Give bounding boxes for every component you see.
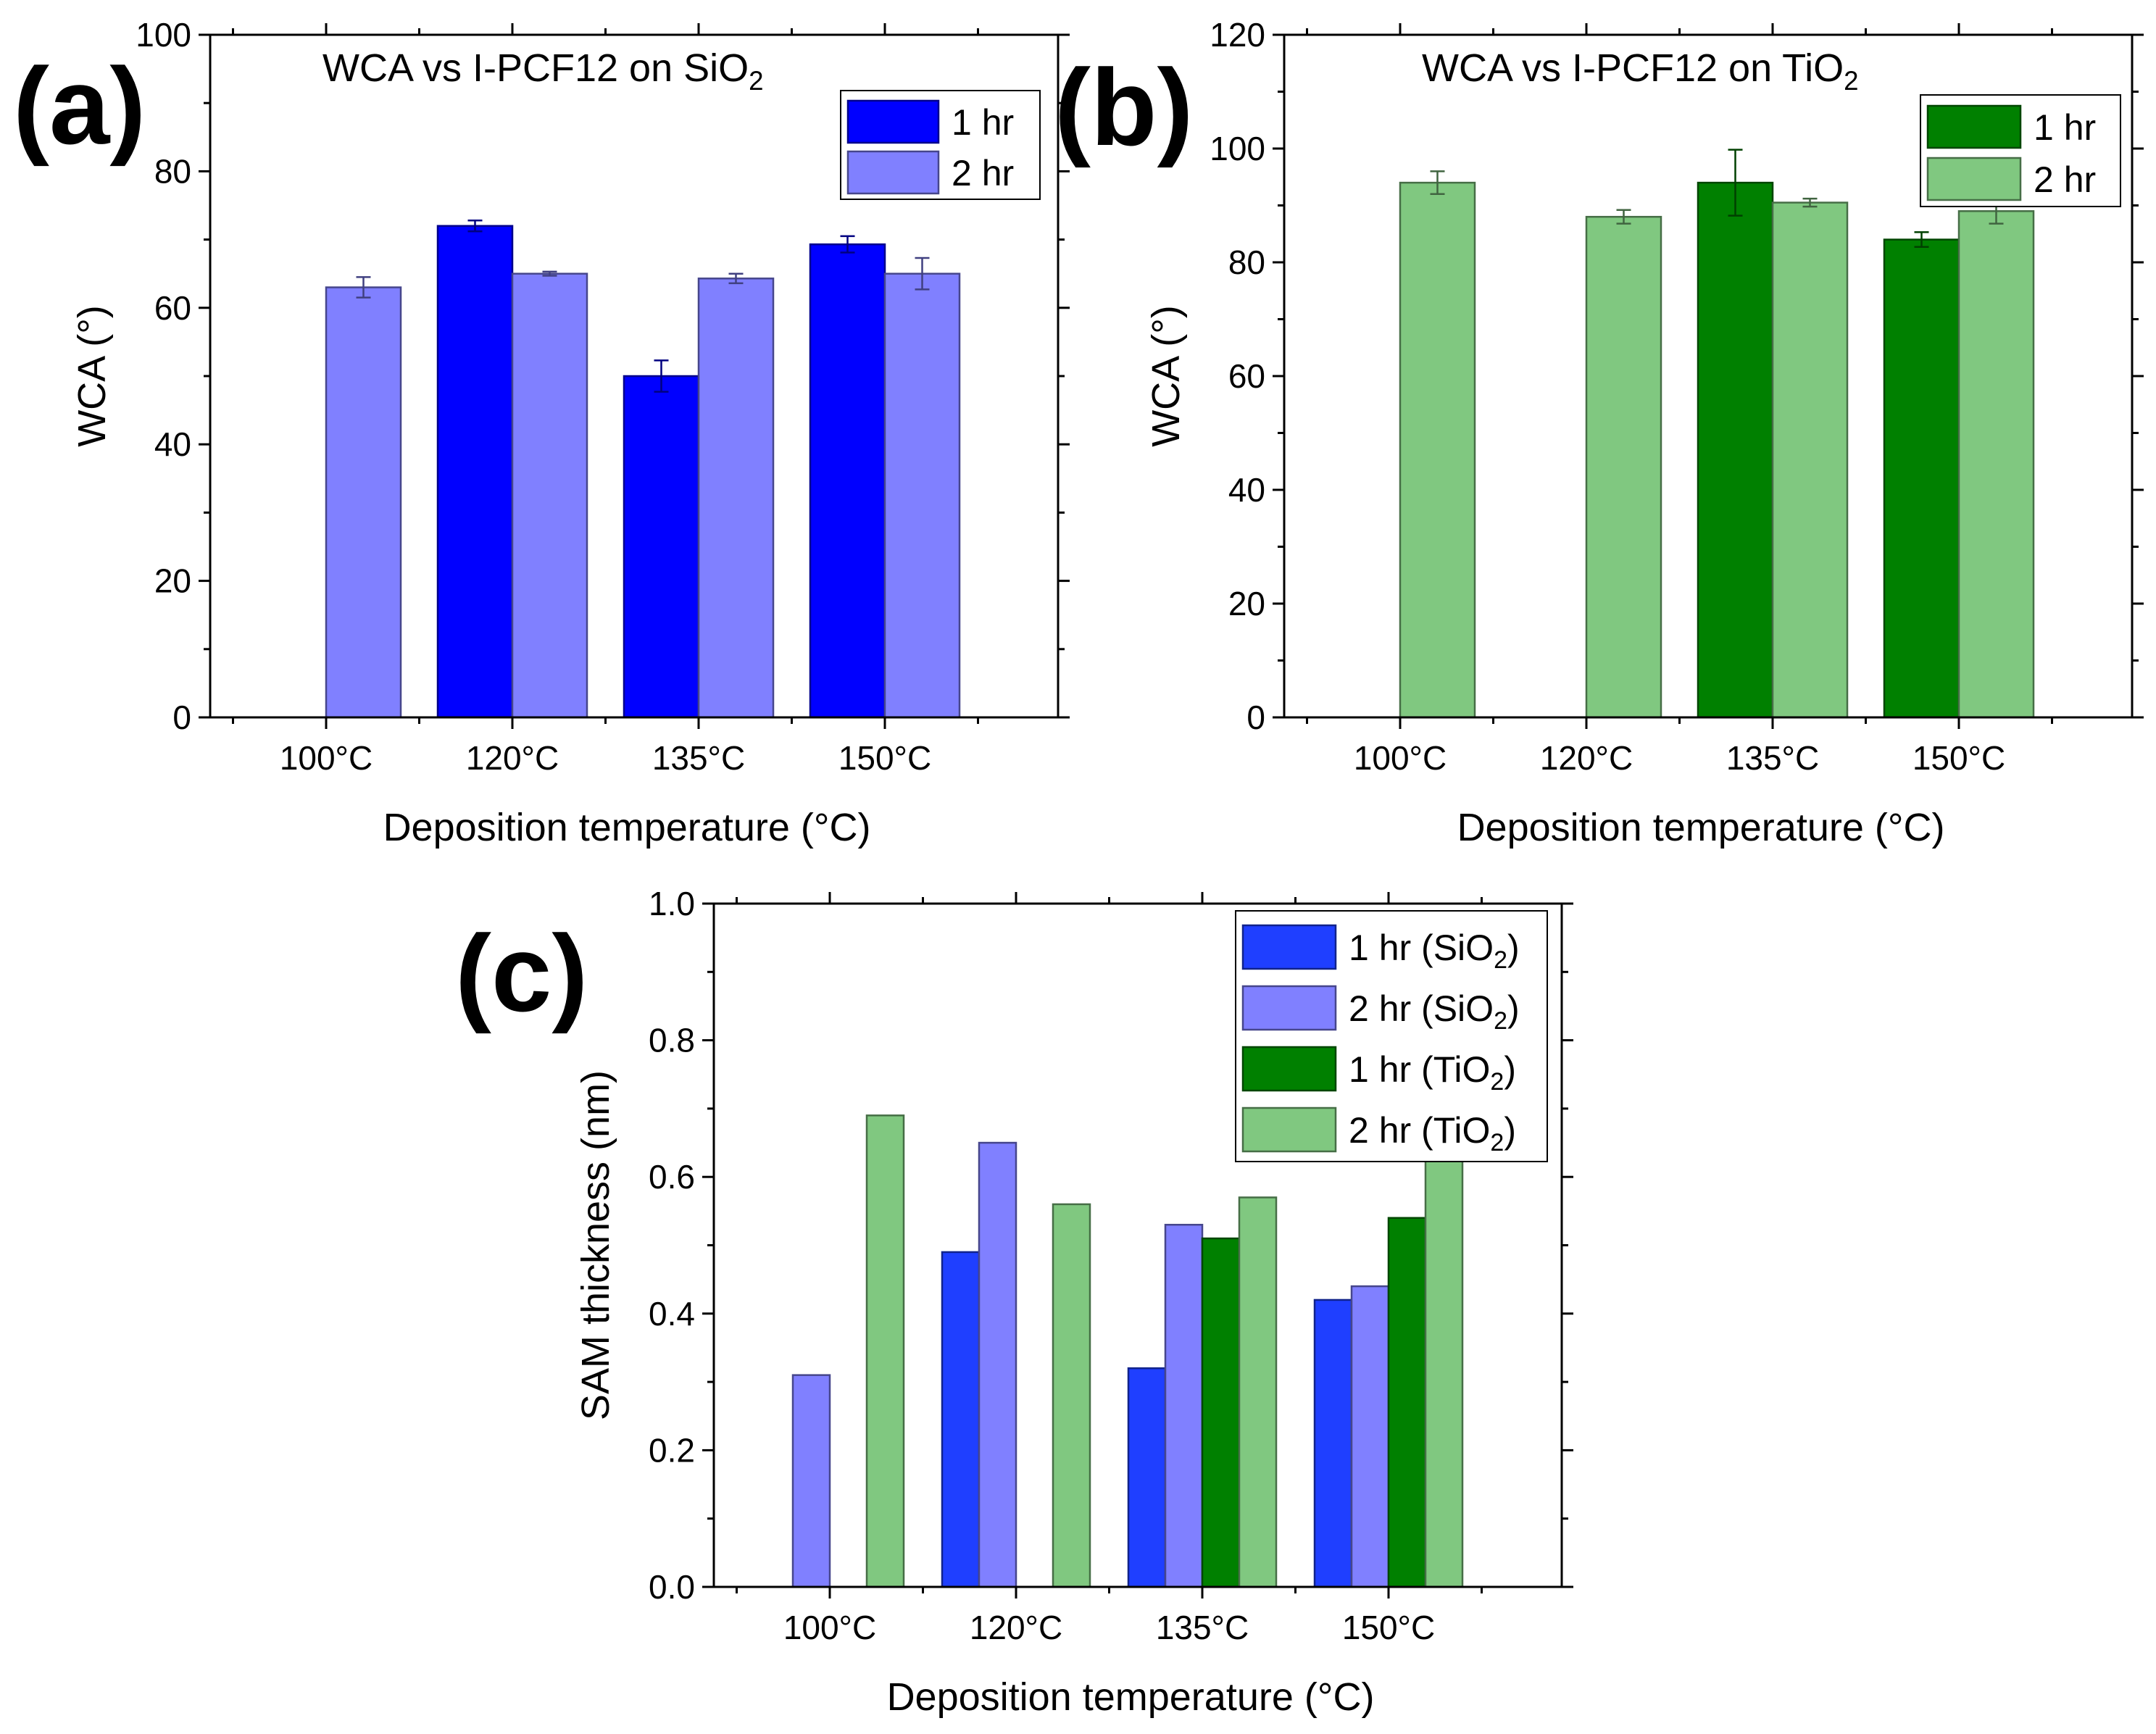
legend-swatch bbox=[1241, 924, 1337, 970]
bar-2-s2-c3 bbox=[1771, 201, 1849, 719]
legend-label: 1 hr (SiO2) bbox=[1349, 928, 1520, 974]
xtick-label: 135°C bbox=[1726, 739, 1819, 777]
ytick-label: 20 bbox=[154, 562, 191, 600]
xtick-label: 150°C bbox=[838, 739, 931, 777]
ytick-label: 60 bbox=[154, 289, 191, 327]
bar-3-s1-c3 bbox=[1127, 1367, 1167, 1588]
legend-label: 2 hr (SiO2) bbox=[1349, 988, 1520, 1035]
bar-2-s2-c2 bbox=[1585, 215, 1662, 719]
bar-3-s1-c4 bbox=[1313, 1299, 1353, 1588]
ytick-label: 0.8 bbox=[649, 1022, 695, 1059]
bar-3-s4-c4 bbox=[1424, 1155, 1464, 1588]
xtick-label: 120°C bbox=[1540, 739, 1633, 777]
legend-swatch bbox=[1926, 104, 2022, 149]
chart-title: WCA vs I-PCF12 on SiO2 bbox=[322, 46, 764, 96]
bar-3-s4-c1 bbox=[865, 1114, 905, 1588]
bar-3-s3-c4 bbox=[1387, 1217, 1427, 1588]
ytick-label: 60 bbox=[1228, 357, 1265, 395]
bar-3-s4-c2 bbox=[1052, 1203, 1091, 1588]
ytick-label: 40 bbox=[1228, 471, 1265, 509]
bar-3-s2-c2 bbox=[978, 1141, 1017, 1588]
bar-1-s2-c3 bbox=[697, 278, 775, 719]
panel-b-letter: (b) bbox=[1054, 46, 1194, 168]
ytick-label: 120 bbox=[1210, 16, 1265, 54]
bar-1-s2-c4 bbox=[883, 272, 961, 719]
bar-1-s2-c2 bbox=[511, 272, 588, 719]
bar-3-s2-c4 bbox=[1350, 1285, 1390, 1588]
legend-label: 2 hr (TiO2) bbox=[1349, 1110, 1516, 1156]
bar-1-s1-c4 bbox=[809, 243, 886, 719]
legend-swatch bbox=[846, 99, 940, 144]
legend-swatch bbox=[1241, 1046, 1337, 1092]
xtick-label: 135°C bbox=[1156, 1609, 1249, 1646]
bar-3-s4-c3 bbox=[1238, 1196, 1278, 1588]
bar-3-s2-c1 bbox=[791, 1374, 831, 1588]
ytick-label: 80 bbox=[154, 152, 191, 190]
x-axis-label: Deposition temperature (°C) bbox=[887, 1675, 1375, 1719]
xtick-label: 150°C bbox=[1912, 739, 2005, 777]
xtick-label: 100°C bbox=[280, 739, 372, 777]
ytick-label: 100 bbox=[136, 16, 191, 54]
panel-a-chart: 0 20 40 60 80 100 100°C 120°C 135°C 150°C Depositi… bbox=[70, 16, 1070, 849]
xtick-label: 120°C bbox=[466, 739, 559, 777]
bar-2-s2-c4 bbox=[1957, 210, 2035, 719]
legend-label: 1 hr bbox=[2034, 107, 2096, 148]
bar-3-s1-c2 bbox=[941, 1251, 981, 1588]
bar-3-s3-c3 bbox=[1201, 1237, 1241, 1588]
xtick-label: 100°C bbox=[1354, 739, 1447, 777]
xtick-label: 150°C bbox=[1342, 1609, 1435, 1646]
bar-2-s2-c1 bbox=[1399, 181, 1476, 719]
bar-1-s1-c3 bbox=[623, 375, 700, 719]
ytick-label: 0.2 bbox=[649, 1431, 695, 1469]
bar-1-s2-c1 bbox=[325, 286, 402, 719]
legend-label: 2 hr bbox=[952, 153, 1014, 193]
bar-2-s1-c3 bbox=[1697, 181, 1774, 719]
xtick-label: 120°C bbox=[970, 1609, 1062, 1646]
legend-swatch bbox=[846, 150, 940, 195]
ytick-label: 1.0 bbox=[649, 885, 695, 922]
ytick-label: 100 bbox=[1210, 130, 1265, 167]
panel-a-letter: (a) bbox=[13, 45, 146, 167]
chart-title: WCA vs I-PCF12 on TiO2 bbox=[1422, 46, 1859, 96]
ytick-label: 0.0 bbox=[649, 1568, 695, 1606]
ytick-label: 0.6 bbox=[649, 1158, 695, 1196]
bar-3-s2-c3 bbox=[1164, 1223, 1204, 1588]
panel-b-chart: 0 20 40 60 80 100 120 100°C 120°C 135°C 150°C Depos… bbox=[1144, 16, 2144, 849]
legend-label: 1 hr (TiO2) bbox=[1349, 1049, 1516, 1096]
ytick-label: 20 bbox=[1228, 585, 1265, 622]
ytick-label: 40 bbox=[154, 425, 191, 463]
bar-2-s1-c4 bbox=[1883, 238, 1960, 719]
xtick-label: 100°C bbox=[783, 1609, 876, 1646]
panel-c-letter: (c) bbox=[455, 912, 588, 1034]
legend-swatch bbox=[1926, 157, 2022, 201]
ytick-label: 0.4 bbox=[649, 1295, 695, 1333]
legend-label: 2 hr bbox=[2034, 159, 2096, 200]
y-axis-label: WCA (°) bbox=[70, 305, 114, 447]
ytick-label: 0 bbox=[1246, 699, 1265, 736]
x-axis-label: Deposition temperature (°C) bbox=[1457, 806, 1945, 849]
legend-swatch bbox=[1241, 985, 1337, 1031]
y-axis-label: SAM thickness (nm) bbox=[574, 1070, 617, 1420]
bar-1-s1-c2 bbox=[436, 225, 514, 719]
xtick-label: 135°C bbox=[652, 739, 745, 777]
ytick-label: 0 bbox=[172, 699, 191, 736]
ytick-label: 80 bbox=[1228, 243, 1265, 281]
panel-c-chart: 0.0 0.2 0.4 0.6 0.8 1.0 100°C 120°C 135°C 150°C De… bbox=[574, 885, 1573, 1719]
y-axis-label: WCA (°) bbox=[1144, 305, 1188, 447]
legend-label: 1 hr bbox=[952, 102, 1014, 143]
x-axis-label: Deposition temperature (°C) bbox=[383, 806, 871, 849]
legend-swatch bbox=[1241, 1106, 1337, 1153]
